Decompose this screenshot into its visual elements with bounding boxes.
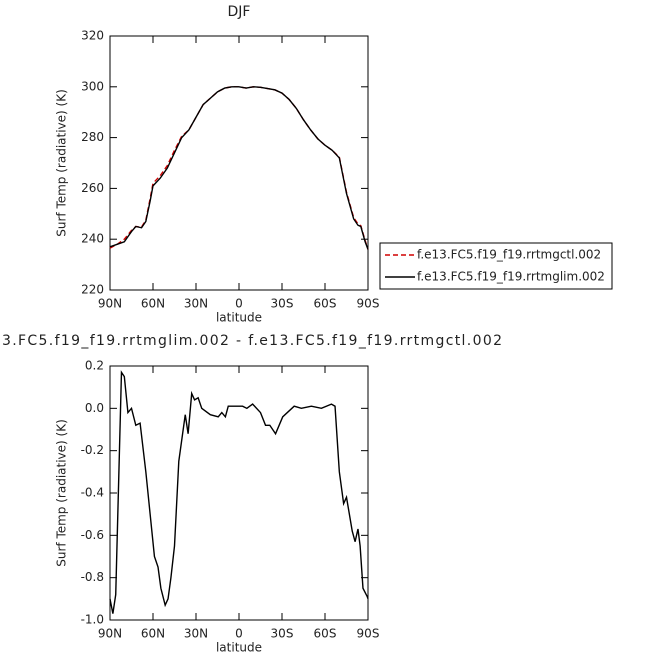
x-axis-label: latitude: [216, 311, 262, 325]
x-tick-label: 90N: [98, 627, 122, 641]
x-tick-label: 60S: [314, 297, 337, 311]
x-tick-label: 90S: [357, 297, 380, 311]
data-line: [109, 86, 369, 250]
y-tick-label: 280: [81, 130, 104, 144]
plot-frame: [109, 35, 369, 291]
x-tick-label: 0: [235, 627, 243, 641]
x-tick-label: 30S: [271, 297, 294, 311]
y-tick-label: 320: [81, 29, 104, 43]
x-tick-label: 60S: [314, 627, 337, 641]
y-tick-label: -0.8: [81, 570, 104, 584]
x-tick-label: 90S: [357, 627, 380, 641]
data-line: [109, 370, 369, 614]
y-axis-label: Surf Temp (radiative) (K): [55, 89, 69, 237]
y-tick-label: 300: [81, 79, 104, 93]
y-tick-label: 0.0: [85, 401, 104, 415]
x-tick-label: 30S: [271, 627, 294, 641]
x-tick-label: 60N: [141, 627, 165, 641]
x-tick-label: 30N: [184, 627, 208, 641]
y-tick-label: -0.2: [81, 443, 104, 457]
chart-title: 3.FC5.f19_f19.rrtmglim.002 - f.e13.FC5.f…: [2, 333, 502, 349]
legend-label: f.e13.FC5.f19_f19.rrtmgctl.002: [417, 248, 601, 262]
x-tick-label: 60N: [141, 297, 165, 311]
x-tick-label: 90N: [98, 297, 122, 311]
data-line: [109, 86, 369, 250]
x-tick-label: 30N: [184, 297, 208, 311]
y-tick-label: -0.6: [81, 528, 104, 542]
y-tick-label: 220: [81, 283, 104, 297]
legend-label: f.e13.FC5.f19_f19.rrtmglim.002: [417, 270, 605, 284]
chart-title: DJF: [228, 4, 251, 20]
x-tick-label: 0: [235, 297, 243, 311]
legend-box: [379, 242, 613, 290]
y-axis-label: Surf Temp (radiative) (K): [55, 419, 69, 567]
y-tick-label: -0.4: [81, 486, 104, 500]
y-tick-label: 240: [81, 232, 104, 246]
y-tick-label: -1.0: [81, 613, 104, 627]
y-tick-label: 0.2: [85, 359, 104, 373]
x-axis-label: latitude: [216, 641, 262, 655]
plot-frame: [109, 365, 369, 621]
y-tick-label: 260: [81, 181, 104, 195]
